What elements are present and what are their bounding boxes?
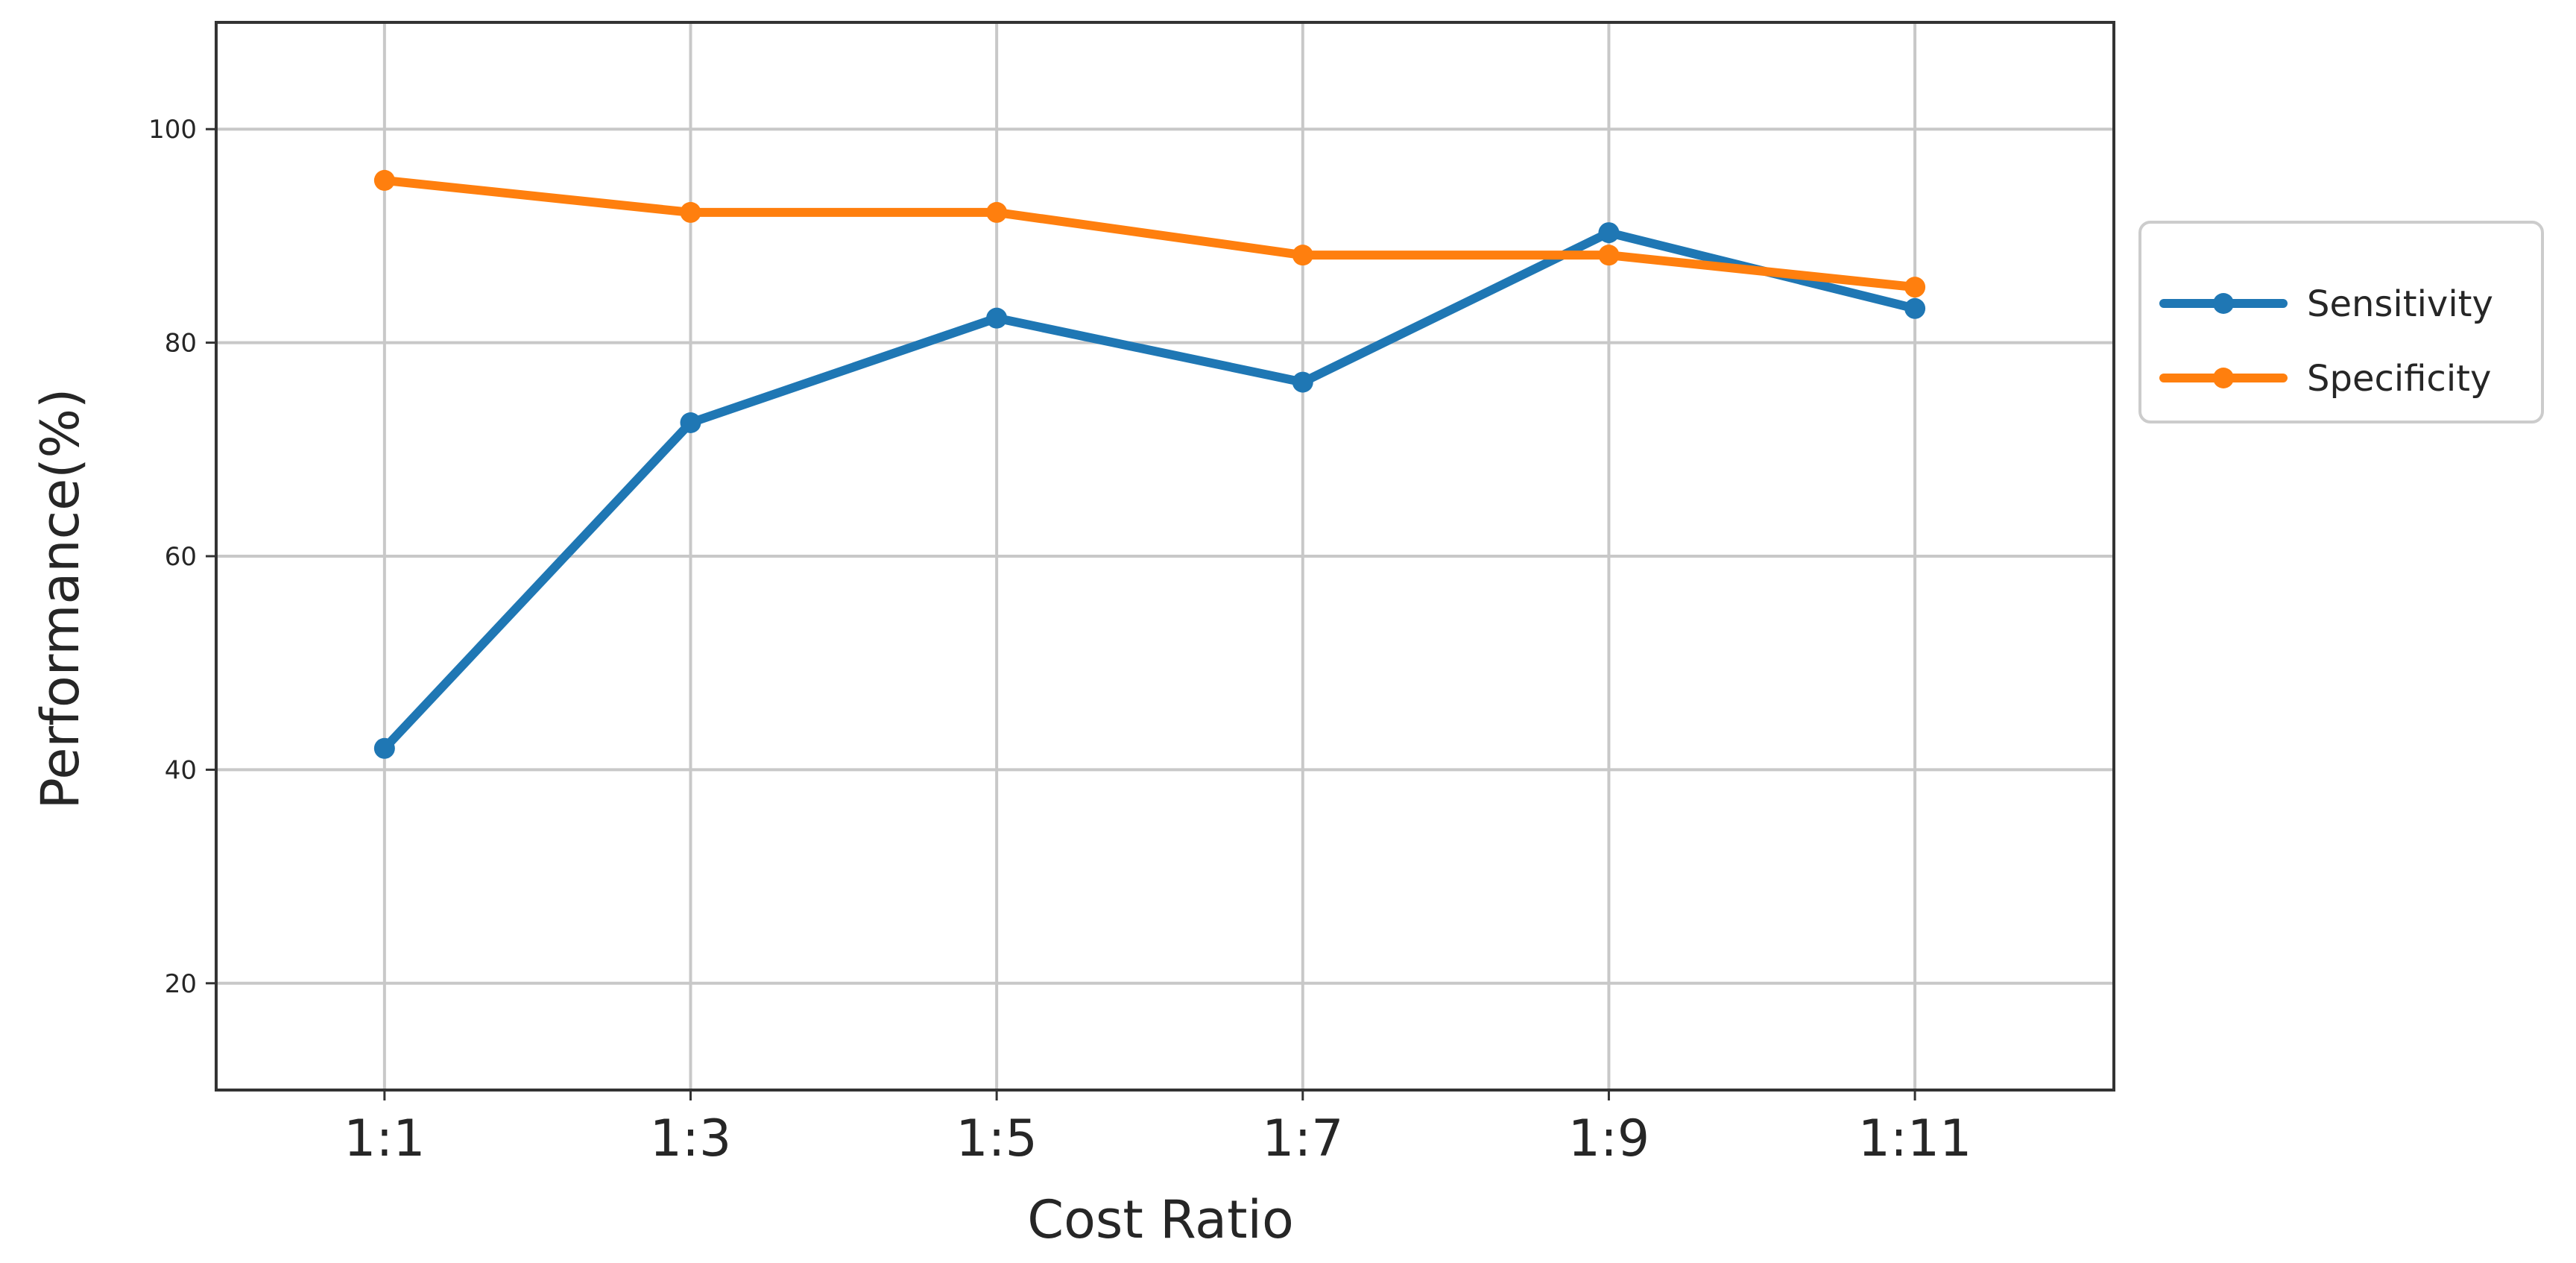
legend-swatch-marker bbox=[2213, 293, 2234, 314]
data-point-specificity bbox=[986, 201, 1008, 223]
y-tick-label: 100 bbox=[148, 115, 197, 145]
legend-entry-sensitivity: Sensitivity bbox=[2159, 283, 2493, 325]
data-point-specificity bbox=[1904, 277, 1926, 298]
data-point-specificity bbox=[373, 169, 395, 191]
x-tick-label: 1:11 bbox=[1858, 1109, 1972, 1168]
grid bbox=[216, 22, 2114, 1090]
legend: Sensitivity Specificity bbox=[2138, 221, 2544, 423]
y-tick-label: 80 bbox=[165, 329, 197, 359]
x-tick-label: 1:1 bbox=[344, 1109, 425, 1168]
data-point-specificity bbox=[1598, 245, 1620, 266]
x-tick-label: 1:9 bbox=[1568, 1109, 1650, 1168]
series-line-specificity bbox=[379, 175, 1920, 292]
legend-entry-specificity: Specificity bbox=[2159, 358, 2491, 400]
data-point-sensitivity bbox=[1598, 222, 1620, 244]
data-point-sensitivity bbox=[373, 737, 395, 759]
x-tick-label: 1:7 bbox=[1262, 1109, 1343, 1168]
y-axis-label: Performance(%) bbox=[30, 388, 91, 810]
data-point-sensitivity bbox=[986, 307, 1008, 329]
series-sensitivity bbox=[373, 222, 1926, 759]
legend-label: Specificity bbox=[2307, 358, 2491, 400]
legend-swatch-marker bbox=[2213, 368, 2234, 388]
series-layer bbox=[373, 169, 1926, 759]
y-tick-label: 40 bbox=[165, 755, 197, 785]
x-tick-label: 1:5 bbox=[956, 1109, 1037, 1168]
data-point-sensitivity bbox=[1292, 371, 1313, 393]
ticks: 20 40 60 80 100 1:1 1:3 1:5 1:7 1:9 1:11 bbox=[148, 115, 1972, 1168]
y-tick-label: 20 bbox=[165, 969, 197, 999]
legend-label: Sensitivity bbox=[2307, 283, 2493, 325]
data-point-sensitivity bbox=[1904, 297, 1926, 319]
series-line-sensitivity bbox=[379, 228, 1920, 753]
legend-box bbox=[2138, 221, 2544, 423]
data-point-specificity bbox=[680, 201, 701, 223]
y-tick-label: 60 bbox=[165, 542, 197, 572]
data-point-sensitivity bbox=[680, 412, 701, 433]
x-axis-label: Cost Ratio bbox=[1027, 1189, 1294, 1250]
x-tick-label: 1:3 bbox=[650, 1109, 731, 1168]
series-specificity bbox=[373, 169, 1926, 298]
data-point-specificity bbox=[1292, 245, 1313, 266]
